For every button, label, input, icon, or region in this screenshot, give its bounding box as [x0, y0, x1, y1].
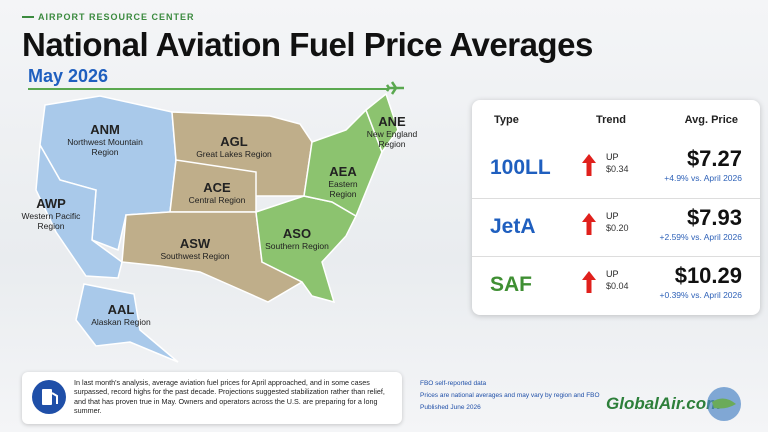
price-comparison: +4.9% vs. April 2026: [664, 173, 742, 183]
region-label: AGL Great Lakes Region: [184, 134, 284, 159]
arrow-shape: [582, 213, 596, 235]
region-asw: [121, 211, 304, 303]
region-label: AEA Eastern Region: [318, 164, 368, 199]
globe-icon: [707, 387, 741, 421]
region-awp: [35, 142, 123, 279]
plane-icon: [386, 81, 404, 95]
arrow-shape: [582, 154, 596, 176]
trend-direction: UP: [606, 211, 619, 221]
region-code: AGL: [220, 134, 248, 149]
region-name: Alaskan Region: [91, 317, 151, 327]
table-row: 100LL UP $0.34 $7.27 +4.9% vs. April 2026: [472, 140, 760, 200]
region-name: Great Lakes Region: [196, 149, 272, 159]
avg-price: $7.27: [686, 146, 742, 171]
kicker-rule: [22, 16, 34, 18]
price-comparison: +2.59% vs. April 2026: [659, 232, 742, 242]
trend-direction: UP: [606, 152, 619, 162]
region-aal: [75, 283, 179, 363]
region-label: ASW Southwest Region: [150, 236, 240, 261]
region-name: Central Region: [188, 195, 246, 205]
region-name: Southwest Region: [160, 251, 230, 261]
region-ane: [365, 92, 399, 154]
footer-line: FBO self-reported data: [420, 380, 487, 387]
region-label: AAL Alaskan Region: [76, 302, 166, 327]
trend-direction: UP: [606, 269, 619, 279]
region-label: ANM Northwest Mountain Region: [60, 122, 150, 157]
trend-change: $0.04: [606, 281, 629, 291]
column-header: Avg. Price: [684, 114, 738, 126]
region-name: New England Region: [366, 129, 418, 149]
trend-change: $0.34: [606, 164, 629, 174]
region-code: ASO: [282, 226, 312, 241]
column-header: Trend: [596, 114, 626, 126]
column-header: Type: [494, 114, 519, 126]
region-code: AWP: [36, 196, 66, 211]
region-code: ASW: [179, 236, 211, 251]
region-code: AEA: [329, 164, 357, 179]
arrow-shape: [582, 271, 596, 293]
fuel-type: SAF: [490, 273, 532, 296]
region-code: ANE: [378, 114, 406, 129]
price-table: Type Trend Avg. Price 100LL UP $0.34 $7.27 +…: [472, 100, 760, 315]
kicker: AIRPORT RESOURCE CENTER: [38, 12, 195, 22]
title: National Aviation Fuel Price Averages: [22, 26, 593, 63]
subtitle: May 2026: [28, 66, 109, 86]
region-name: Eastern Region: [328, 179, 358, 199]
table-row: SAF UP $0.04 $10.29 +0.39% vs. April 2026: [472, 256, 760, 317]
region-label: ASO Southern Region: [252, 226, 342, 251]
trend-arrow: [582, 213, 596, 235]
trend-arrow: [582, 271, 596, 293]
region-name: Western Pacific Region: [21, 211, 81, 231]
trend-change: $0.20: [606, 223, 629, 233]
fuel-icon: [32, 380, 66, 414]
avg-price: $10.29: [674, 263, 742, 288]
price-comparison: +0.39% vs. April 2026: [659, 290, 742, 300]
table-row: JetA UP $0.20 $7.93 +2.59% vs. April 2026: [472, 198, 760, 259]
title-rule: [28, 88, 388, 90]
region-map: [35, 92, 399, 363]
region-aea: [303, 108, 383, 218]
footer-line: Prices are national averages and may var…: [420, 392, 600, 399]
region-label: AWP Western Pacific Region: [16, 196, 86, 231]
logo: GlobalAir.com: [606, 394, 722, 413]
region-code: AAL: [107, 302, 135, 317]
trend-arrow: [582, 154, 596, 176]
note-box: In last month's analysis, average aviati…: [22, 372, 402, 424]
region-label: ACE Central Region: [172, 180, 262, 205]
region-name: Northwest Mountain Region: [67, 137, 143, 157]
footer-line: Published June 2026: [420, 404, 481, 411]
region-code: ACE: [203, 180, 231, 195]
avg-price: $7.93: [686, 205, 742, 230]
region-label: ANE New England Region: [356, 114, 428, 149]
fuel-type: JetA: [490, 215, 536, 238]
region-name: Southern Region: [265, 241, 329, 251]
region-code: ANM: [90, 122, 120, 137]
fuel-type: 100LL: [490, 156, 551, 179]
note-text: In last month's analysis, average aviati…: [74, 378, 385, 416]
